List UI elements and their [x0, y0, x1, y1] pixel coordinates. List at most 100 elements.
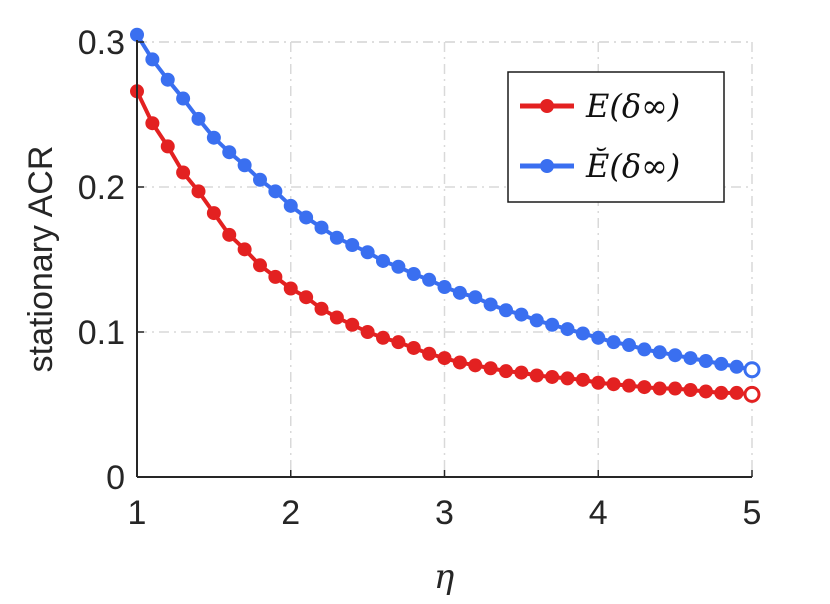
series-1-point — [606, 377, 621, 392]
y-tick-label: 0.1 — [78, 314, 125, 352]
series-1-point — [591, 375, 606, 390]
series-2-point — [452, 285, 467, 300]
x-axis-label: η — [434, 557, 455, 597]
series-2-point — [483, 297, 498, 312]
y-tick-label: 0.2 — [78, 169, 125, 207]
series-2-point — [529, 313, 544, 328]
series-2-point — [683, 351, 698, 366]
series-2-point — [714, 356, 729, 371]
series-1-point — [483, 361, 498, 376]
series-1-point — [283, 281, 298, 296]
series-1-point — [329, 310, 344, 325]
series-2-point — [268, 184, 283, 199]
series-2-point — [743, 361, 761, 379]
series-1-point — [652, 381, 667, 396]
series-1-point — [376, 330, 390, 345]
y-tick-label: 0.3 — [78, 24, 125, 62]
series-2-point — [514, 307, 529, 322]
series-1-point — [268, 269, 283, 284]
x-tick-label: 4 — [589, 494, 608, 532]
series-2-point — [206, 130, 221, 145]
series-2-point — [499, 303, 513, 318]
legend-box — [507, 71, 725, 203]
series-1-point — [514, 365, 529, 380]
series-1-point — [499, 364, 513, 379]
series-2-point — [299, 210, 314, 225]
x-tick-label: 3 — [435, 494, 454, 532]
legend-marker-series-2 — [540, 159, 554, 173]
series-layer — [130, 27, 761, 403]
series-1-point — [145, 116, 160, 131]
series-2-point — [283, 198, 298, 213]
series-1-point — [622, 378, 636, 393]
y-axis-label: stationary ACR — [22, 146, 60, 373]
series-1-point — [176, 165, 191, 180]
series-2-point — [437, 280, 452, 295]
x-tick-label: 1 — [128, 494, 147, 532]
series-1-point — [743, 385, 761, 403]
legend-label-series-2: Ĕ(δ∞) — [585, 147, 680, 185]
series-1-point — [191, 184, 206, 199]
series-2-point — [668, 348, 683, 363]
series-2-point — [698, 354, 713, 368]
series-1-point — [345, 317, 360, 332]
x-tick-label: 5 — [743, 494, 762, 532]
series-2-point — [376, 253, 390, 268]
series-2-point — [406, 267, 421, 281]
legend: E(δ∞) Ĕ(δ∞) — [507, 71, 725, 203]
series-2-point — [360, 245, 375, 260]
series-2-point — [314, 220, 329, 235]
series-1-point — [560, 371, 575, 386]
series-1-point — [698, 384, 713, 399]
series-2-point — [391, 259, 406, 274]
series-1-point — [437, 351, 452, 366]
series-2-point — [160, 72, 175, 87]
series-2-point — [191, 111, 206, 126]
series-2-point — [560, 322, 575, 337]
series-2-point — [145, 52, 160, 67]
series-2-point — [329, 230, 344, 245]
series-2-point — [176, 91, 191, 106]
series-2-point — [637, 342, 652, 357]
series-2-point — [422, 272, 437, 287]
series-2-point — [591, 330, 606, 345]
x-tick-label: 2 — [281, 494, 300, 532]
series-1-point — [422, 346, 437, 361]
series-2-point — [222, 145, 237, 160]
series-1-point — [314, 301, 329, 316]
series-2-point — [253, 172, 267, 187]
series-1-point — [299, 290, 314, 305]
series-2-point — [545, 317, 560, 332]
legend-marker-series-1 — [540, 99, 554, 113]
series-1-point — [668, 381, 683, 396]
series-1-point — [237, 242, 252, 257]
series-1-point — [637, 380, 652, 395]
series-1-point — [253, 258, 267, 273]
series-1-point — [406, 340, 421, 355]
series-1-point — [360, 325, 375, 339]
series-1-point — [545, 369, 560, 384]
series-2-point — [345, 238, 360, 252]
series-1-point — [529, 368, 544, 383]
series-1-point — [160, 139, 175, 154]
series-1 — [130, 84, 761, 403]
y-tick-label: 0 — [106, 459, 125, 497]
series-1-point — [468, 358, 483, 373]
series-1-point — [714, 385, 729, 400]
series-1-point — [683, 383, 698, 397]
series-1-point — [222, 227, 237, 242]
tick-labels: 1 2 3 4 5 0 0.1 0.2 0.3 — [78, 24, 762, 532]
axes — [136, 40, 753, 478]
series-2-point — [729, 359, 744, 374]
series-2 — [130, 27, 761, 379]
series-2-point — [606, 335, 621, 350]
series-1-point — [575, 372, 590, 387]
series-1-point — [206, 206, 221, 221]
series-2-point — [130, 27, 144, 42]
series-2-point — [622, 338, 636, 353]
legend-label-series-1: E(δ∞) — [585, 87, 680, 125]
series-1-point — [391, 335, 406, 350]
series-2-point — [237, 158, 252, 173]
series-2-point — [468, 290, 483, 305]
